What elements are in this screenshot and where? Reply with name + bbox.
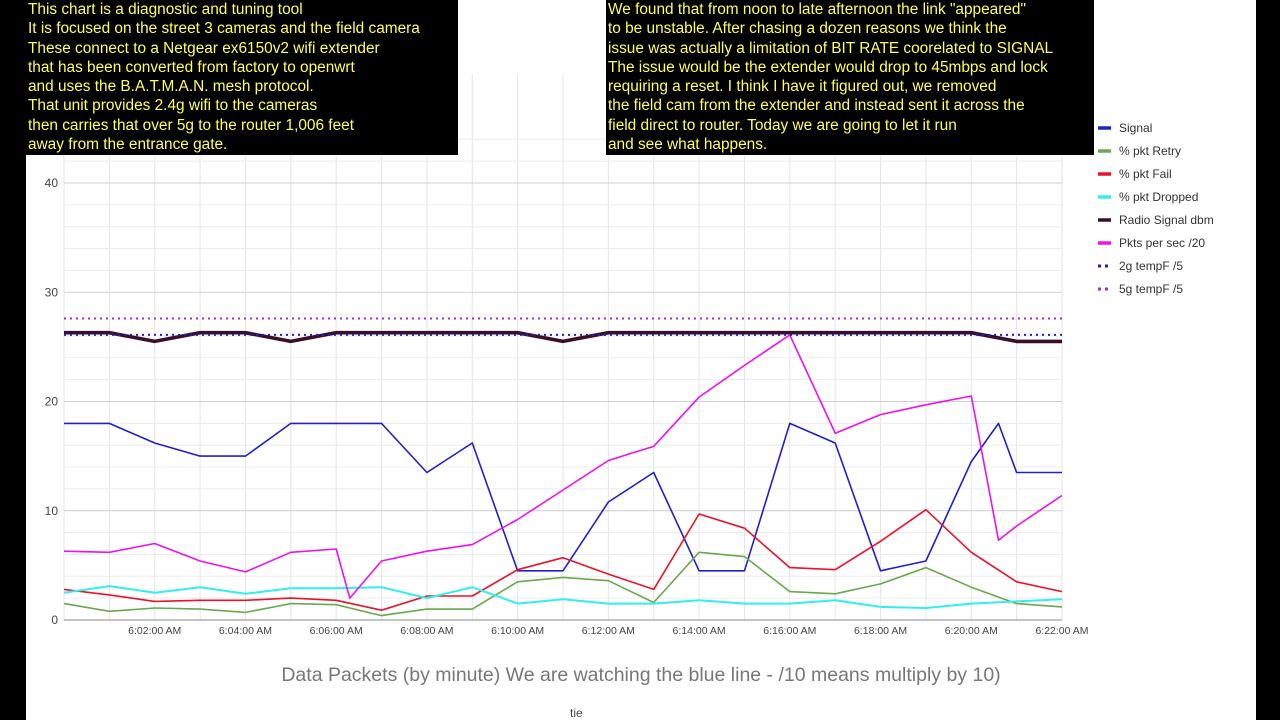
series-line-pkt-retry (63, 551, 1063, 617)
legend-label: 5g tempF /5 (1119, 282, 1183, 296)
note-left-line: that has been converted from factory to … (28, 58, 355, 76)
y-tick-label: 40 (45, 176, 59, 190)
legend-label: % pkt Dropped (1119, 190, 1198, 204)
series-line-radio-signal-dbm (64, 330, 1062, 344)
x-tick-label: 6:22:00 AM (1035, 625, 1088, 637)
note-right-line: requiring a reset. I think I have it fig… (608, 78, 997, 96)
x-tick-label: 6:06:00 AM (310, 625, 363, 637)
y-tick-label: 20 (45, 395, 59, 409)
note-left-line: and uses the B.A.T.M.A.N. mesh protocol. (28, 78, 314, 96)
note-right-line: The issue would be the extender would dr… (608, 58, 1048, 76)
x-tick-label: 6:08:00 AM (400, 625, 453, 637)
note-left-line: away from the entrance gate. (28, 136, 228, 154)
y-axis-tick-labels: 0 10 20 30 40 (45, 176, 59, 627)
legend-label: Radio Signal dbm (1119, 213, 1214, 227)
series-line-pkt-fail (63, 508, 1063, 612)
note-right-line: and see what happens. (608, 136, 768, 154)
x-tick-label: 6:02:00 AM (128, 625, 181, 637)
legend-label: Pkts per sec /20 (1119, 236, 1205, 250)
x-tick-label: 6:10:00 AM (491, 625, 544, 637)
note-right-line: issue was actually a limitation of BIT R… (608, 39, 1054, 57)
y-tick-label: 0 (51, 613, 58, 627)
legend-label: Signal (1119, 121, 1152, 135)
x-axis-tick-labels: 6:02:00 AM 6:04:00 AM 6:06:00 AM 6:08:00 AM… (128, 625, 1088, 637)
note-right: We found that from noon to late afternoo… (606, 0, 1094, 155)
series-line-pkt-dropped (63, 585, 1063, 609)
note-left-line: then carries that over 5g to the router … (28, 116, 354, 134)
chart-gridlines (63, 75, 1063, 621)
chart-title: Data Packets (by minute) We are watching… (281, 664, 1001, 686)
chart-legend: Signal % pkt Retry % pkt Fail % pkt Dropped… (1098, 121, 1214, 296)
x-tick-label: 6:14:00 AM (673, 625, 726, 637)
legend-label: % pkt Fail (1119, 167, 1172, 181)
note-left-line: These connect to a Netgear ex6150v2 wifi… (28, 39, 380, 57)
legend-label: % pkt Retry (1119, 144, 1181, 158)
x-tick-label: 6:16:00 AM (763, 625, 816, 637)
x-tick-label: 6:20:00 AM (945, 625, 998, 637)
chart-series-lines (63, 317, 1063, 617)
note-left: This chart is a diagnostic and tuning to… (26, 0, 458, 155)
note-left-line: This chart is a diagnostic and tuning to… (28, 1, 303, 18)
note-right-line: to be unstable. After chasing a dozen re… (608, 20, 1007, 38)
x-tick-label: 6:12:00 AM (582, 625, 635, 637)
series-line-signal (64, 422, 1062, 572)
y-tick-label: 10 (45, 504, 59, 518)
note-right-line: the field cam from the extender and inst… (608, 97, 1025, 115)
series-line-pkts-per-sec-20 (63, 334, 1063, 599)
legend-label: 2g tempF /5 (1119, 259, 1183, 273)
x-tick-label: 6:18:00 AM (854, 625, 907, 637)
y-tick-label: 30 (45, 285, 59, 299)
x-axis-label: tie (570, 706, 583, 720)
note-left-line: It is focused on the street 3 cameras an… (28, 20, 420, 38)
note-right-line: field direct to router. Today we are goi… (608, 116, 957, 134)
note-left-line: That unit provides 2.4g wifi to the came… (28, 97, 318, 115)
x-tick-label: 6:04:00 AM (219, 625, 272, 637)
note-right-line: We found that from noon to late afternoo… (608, 1, 1026, 18)
